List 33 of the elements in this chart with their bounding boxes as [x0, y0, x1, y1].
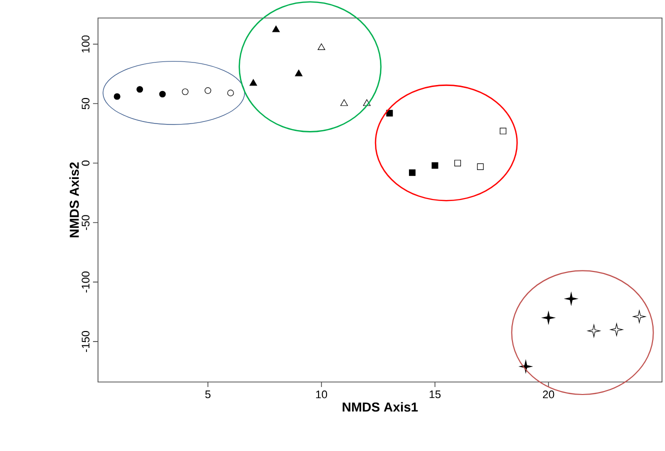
y-tick-label: 0 [82, 160, 90, 166]
point [610, 323, 623, 336]
point [633, 310, 646, 323]
x-axis-title: NMDS Axis1 [342, 402, 418, 412]
y-tick-label: -50 [82, 215, 90, 230]
point [588, 324, 600, 338]
y-tick-label: 100 [82, 35, 90, 52]
point [318, 43, 326, 50]
point [432, 162, 438, 169]
y-axis-title: NMDS Axis2 [69, 162, 79, 238]
point [136, 86, 144, 93]
y-tick-label: -100 [82, 272, 90, 293]
x-tick-label: 5 [205, 390, 210, 398]
point [542, 311, 555, 324]
point [408, 169, 416, 176]
y-tick-label: 50 [82, 98, 90, 110]
point [204, 87, 212, 94]
point [454, 160, 461, 166]
point [564, 292, 578, 306]
point [477, 163, 484, 170]
point [227, 90, 234, 96]
point [294, 70, 302, 76]
point [250, 79, 258, 86]
x-tick-label: 10 [316, 390, 328, 398]
point [159, 90, 166, 98]
x-tick-label: 15 [430, 390, 441, 398]
y-tick-label: -150 [82, 331, 90, 352]
x-tick-label: 20 [542, 390, 554, 398]
point [182, 88, 188, 96]
point [272, 26, 280, 32]
point [500, 128, 506, 134]
point [114, 93, 120, 100]
point [340, 99, 348, 106]
